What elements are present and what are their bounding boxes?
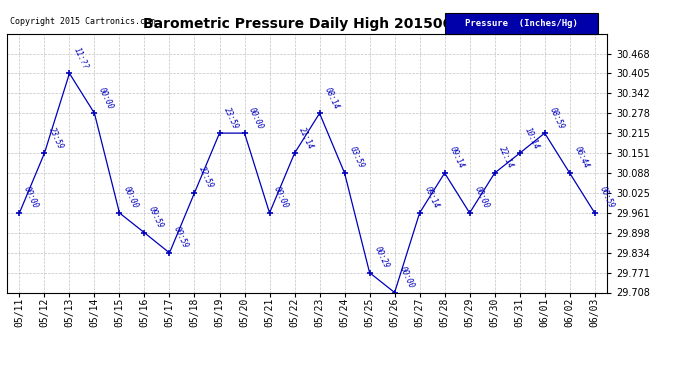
Text: 09:59: 09:59 <box>147 205 165 230</box>
Text: 22:14: 22:14 <box>497 146 515 170</box>
FancyBboxPatch shape <box>445 13 598 34</box>
Text: Copyright 2015 Cartronics.com: Copyright 2015 Cartronics.com <box>10 17 155 26</box>
Text: 06:44: 06:44 <box>573 146 591 170</box>
Text: 00:00: 00:00 <box>22 185 40 210</box>
Text: 00:00: 00:00 <box>273 185 290 210</box>
Text: 03:59: 03:59 <box>347 146 365 170</box>
Text: 21:14: 21:14 <box>297 126 315 150</box>
Text: 10:14: 10:14 <box>522 126 540 150</box>
Title: Barometric Pressure Daily High 20150604: Barometric Pressure Daily High 20150604 <box>143 17 471 31</box>
Text: 00:00: 00:00 <box>397 265 415 290</box>
Text: 00:00: 00:00 <box>97 86 115 111</box>
Text: 00:59: 00:59 <box>598 185 615 210</box>
Text: 00:59: 00:59 <box>172 225 190 250</box>
Text: 00:00: 00:00 <box>122 185 140 210</box>
Text: 08:14: 08:14 <box>322 86 340 111</box>
Text: 00:00: 00:00 <box>473 185 491 210</box>
Text: 23:59: 23:59 <box>222 105 240 130</box>
Text: 00:00: 00:00 <box>247 105 265 130</box>
Text: 09:14: 09:14 <box>422 185 440 210</box>
Text: 23:59: 23:59 <box>47 126 65 150</box>
Text: 11:??: 11:?? <box>72 46 90 70</box>
Text: 08:59: 08:59 <box>547 105 565 130</box>
Text: 22:59: 22:59 <box>197 165 215 190</box>
Text: 00:29: 00:29 <box>373 245 391 270</box>
Text: Pressure  (Inches/Hg): Pressure (Inches/Hg) <box>465 19 578 28</box>
Text: 09:14: 09:14 <box>447 146 465 170</box>
